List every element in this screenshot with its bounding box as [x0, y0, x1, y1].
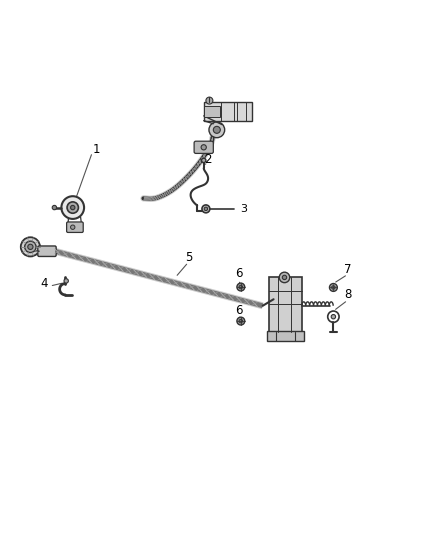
Circle shape — [202, 205, 210, 213]
Circle shape — [206, 97, 213, 104]
Text: 7: 7 — [344, 263, 352, 276]
Circle shape — [28, 244, 33, 249]
Text: 8: 8 — [344, 288, 351, 301]
Circle shape — [237, 283, 245, 291]
Circle shape — [64, 279, 68, 283]
FancyBboxPatch shape — [269, 277, 302, 332]
FancyBboxPatch shape — [67, 222, 83, 232]
Circle shape — [201, 158, 206, 163]
Circle shape — [239, 319, 243, 323]
Circle shape — [21, 237, 40, 256]
Text: 1: 1 — [93, 143, 100, 156]
Text: 4: 4 — [41, 277, 48, 289]
Circle shape — [237, 317, 245, 325]
Text: 6: 6 — [235, 304, 242, 317]
Text: 6: 6 — [235, 266, 242, 279]
FancyBboxPatch shape — [204, 102, 252, 120]
Text: 3: 3 — [240, 204, 247, 214]
Circle shape — [201, 144, 206, 150]
Circle shape — [71, 225, 75, 229]
Circle shape — [283, 275, 287, 280]
Circle shape — [239, 285, 243, 289]
Text: 5: 5 — [186, 251, 193, 264]
Circle shape — [61, 196, 84, 219]
FancyBboxPatch shape — [204, 106, 220, 117]
FancyBboxPatch shape — [267, 331, 304, 341]
Circle shape — [209, 122, 225, 138]
Circle shape — [279, 272, 290, 282]
Circle shape — [71, 205, 75, 210]
FancyBboxPatch shape — [38, 246, 56, 256]
Circle shape — [213, 126, 220, 133]
Circle shape — [329, 284, 337, 292]
Circle shape — [52, 205, 57, 210]
Circle shape — [25, 241, 36, 253]
Circle shape — [332, 286, 335, 289]
Circle shape — [331, 314, 336, 319]
Circle shape — [67, 202, 78, 213]
Text: 2: 2 — [204, 153, 212, 166]
FancyBboxPatch shape — [194, 141, 213, 154]
Circle shape — [204, 207, 208, 211]
